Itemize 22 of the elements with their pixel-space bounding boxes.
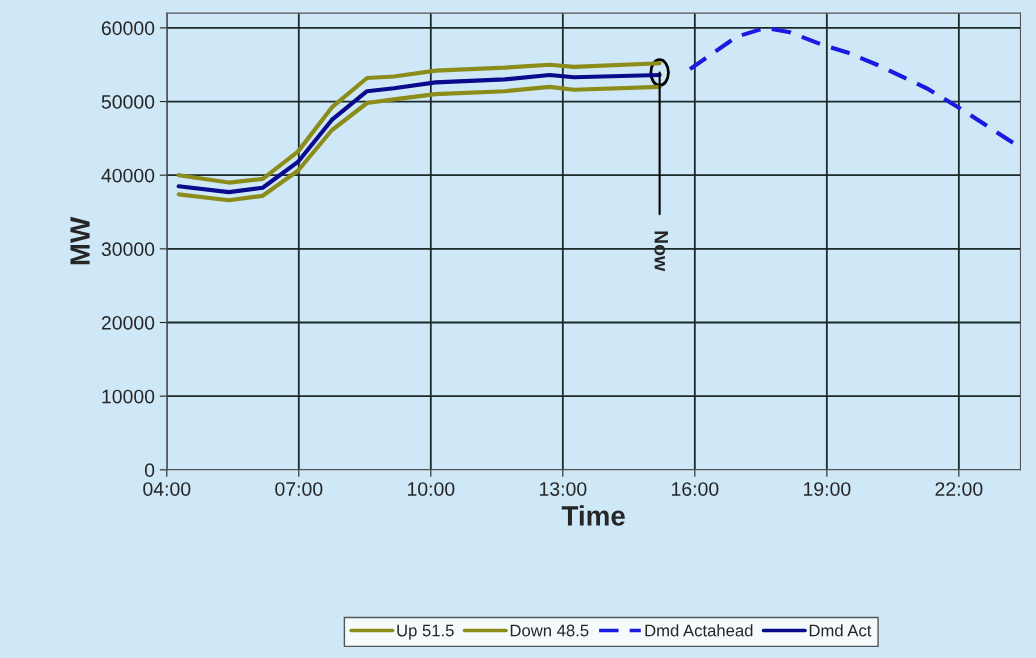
x-tick-label: 07:00 [275, 482, 323, 496]
ref-line-label: Now [654, 231, 668, 272]
y-tick-label: 30000 [101, 242, 155, 257]
line-series [687, 25, 1016, 145]
legend-label: Down 48.5 [510, 624, 589, 637]
legend-label: Dmd Act [809, 624, 872, 637]
x-tick-label: 19:00 [804, 482, 851, 496]
x-tick-label: 10:00 [407, 482, 455, 496]
y-tick-label: 10000 [102, 389, 155, 404]
x-axis-title: Time [561, 505, 625, 526]
x-tick-label: 04:00 [143, 482, 191, 496]
legend-label: Dmd Actahead [645, 624, 753, 637]
y-tick-label: 60000 [101, 21, 155, 36]
x-tick-label: 16:00 [671, 482, 719, 496]
x-tick-label: 22:00 [935, 482, 983, 496]
y-tick-label: 0 [144, 463, 155, 478]
y-tick-label: 50000 [101, 95, 155, 109]
y-tick-label: 20000 [101, 315, 155, 330]
y-tick-label: 40000 [101, 168, 155, 183]
legend-label: Up 51.5 [397, 624, 454, 640]
y-axis-title: MW [70, 216, 90, 265]
x-tick-label: 13:00 [539, 482, 587, 496]
